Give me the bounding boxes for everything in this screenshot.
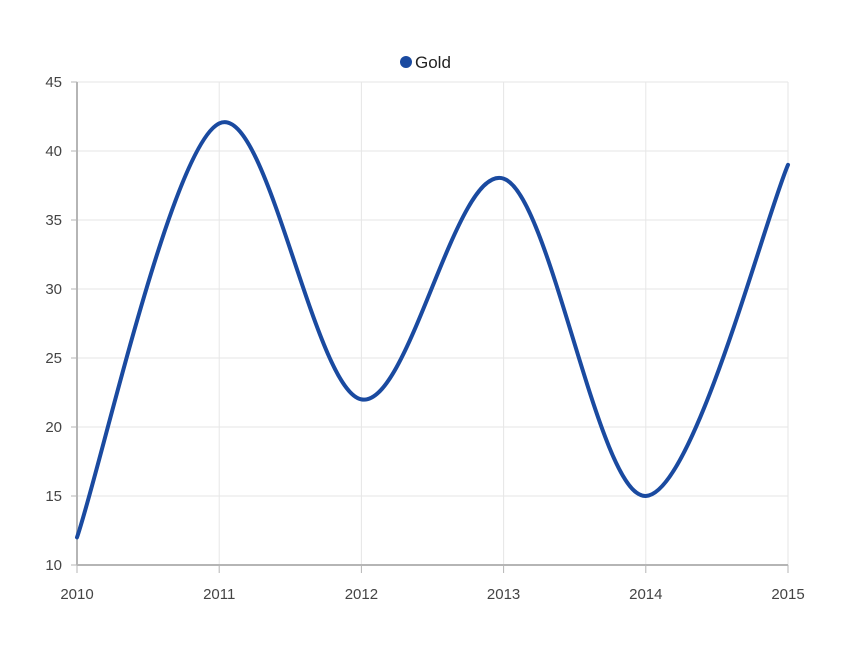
series-line-gold[interactable]: [75, 120, 790, 540]
data-point[interactable]: [358, 396, 364, 402]
legend-marker-gold[interactable]: [400, 56, 412, 68]
x-tick-label: 2015: [771, 586, 804, 603]
y-tick-label: 15: [45, 488, 62, 505]
x-tick-label: 2010: [60, 586, 93, 603]
x-tick-label: 2014: [629, 586, 662, 603]
data-point[interactable]: [785, 162, 791, 168]
y-tick-label: 35: [45, 212, 62, 229]
grid-lines: [76, 81, 789, 566]
x-tick-label: 2011: [203, 586, 235, 603]
y-tick-label: 10: [45, 557, 62, 574]
y-tick-label: 45: [45, 74, 62, 91]
y-tick-label: 30: [45, 281, 62, 298]
x-tick-label: 2012: [345, 586, 378, 603]
legend[interactable]: Gold: [400, 53, 451, 72]
series-layer: [74, 120, 791, 540]
data-point[interactable]: [501, 176, 507, 182]
x-tick-label: 2013: [487, 586, 520, 603]
axes: 10 15 20 25 30 35 40 45 2010 2011 2012 2013 2014 2015: [45, 74, 804, 603]
data-point[interactable]: [643, 493, 649, 499]
y-tick-label: 40: [45, 143, 62, 160]
y-tick-label: 25: [45, 350, 62, 367]
data-point[interactable]: [74, 534, 80, 540]
legend-label-gold[interactable]: Gold: [415, 53, 451, 72]
y-tick-label: 20: [45, 419, 62, 436]
data-point[interactable]: [216, 120, 222, 126]
